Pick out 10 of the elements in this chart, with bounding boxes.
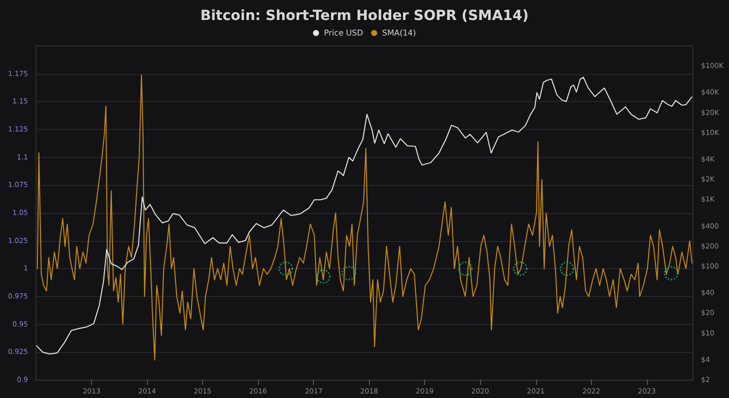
chart-title: Bitcoin: Short-Term Holder SOPR (SMA14) [200,8,529,24]
point [316,269,331,284]
point [342,266,356,280]
legend-label: SMA(14) [382,28,416,38]
point [458,261,473,276]
point [512,261,528,276]
point [278,261,294,276]
point [664,266,678,280]
point [560,261,574,276]
legend-label: Price USD [324,28,364,38]
